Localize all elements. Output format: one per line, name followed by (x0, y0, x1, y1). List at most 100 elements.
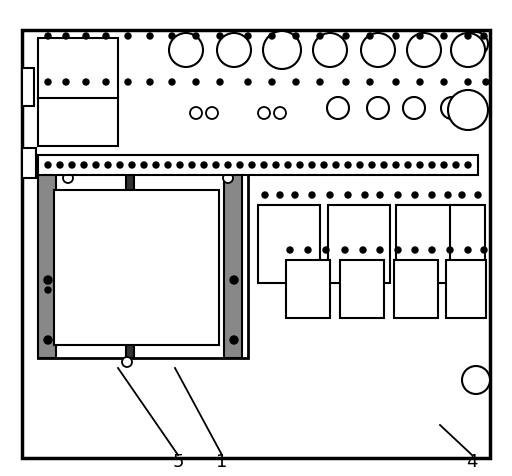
Circle shape (262, 192, 268, 198)
Circle shape (465, 247, 471, 253)
Bar (22, 148, 36, 178)
Circle shape (103, 33, 109, 39)
Circle shape (357, 162, 363, 168)
Circle shape (225, 162, 231, 168)
Circle shape (464, 32, 488, 56)
Circle shape (125, 79, 131, 85)
Bar (224, 170, 242, 358)
Circle shape (230, 276, 238, 284)
Circle shape (45, 79, 51, 85)
Circle shape (261, 162, 267, 168)
Circle shape (403, 97, 425, 119)
Circle shape (417, 33, 423, 39)
Circle shape (362, 192, 368, 198)
Circle shape (105, 162, 111, 168)
Circle shape (169, 79, 175, 85)
Circle shape (273, 162, 279, 168)
Circle shape (83, 33, 89, 39)
Circle shape (81, 162, 87, 168)
Circle shape (451, 33, 485, 67)
Circle shape (481, 33, 487, 39)
Circle shape (45, 162, 51, 168)
Circle shape (313, 33, 347, 67)
Circle shape (103, 79, 109, 85)
Circle shape (206, 107, 218, 119)
Circle shape (305, 247, 311, 253)
Circle shape (269, 79, 275, 85)
Circle shape (429, 162, 435, 168)
Circle shape (483, 79, 489, 85)
Circle shape (407, 33, 441, 67)
Circle shape (285, 162, 291, 168)
Circle shape (147, 33, 153, 39)
Circle shape (263, 31, 301, 69)
Circle shape (459, 192, 465, 198)
Circle shape (57, 162, 63, 168)
Circle shape (465, 162, 471, 168)
Circle shape (249, 162, 255, 168)
Circle shape (345, 162, 351, 168)
Bar (258, 205, 320, 283)
Circle shape (45, 33, 51, 39)
Circle shape (475, 192, 481, 198)
Circle shape (93, 162, 99, 168)
Circle shape (417, 162, 423, 168)
Circle shape (393, 33, 399, 39)
Bar (38, 170, 56, 358)
Circle shape (297, 162, 303, 168)
Circle shape (237, 162, 243, 168)
Circle shape (441, 162, 447, 168)
Circle shape (447, 247, 453, 253)
Circle shape (393, 162, 399, 168)
Circle shape (343, 79, 349, 85)
Bar (394, 260, 438, 318)
Circle shape (453, 162, 459, 168)
Circle shape (381, 162, 387, 168)
Circle shape (481, 247, 487, 253)
Bar (340, 260, 384, 318)
Circle shape (169, 33, 203, 67)
Circle shape (465, 33, 471, 39)
Circle shape (44, 276, 52, 284)
Circle shape (369, 162, 375, 168)
Circle shape (412, 192, 418, 198)
Circle shape (230, 336, 238, 344)
Circle shape (293, 33, 299, 39)
Text: 4: 4 (466, 453, 478, 471)
Circle shape (45, 287, 51, 293)
Circle shape (217, 79, 223, 85)
Bar (22, 30, 490, 458)
Circle shape (405, 162, 411, 168)
Circle shape (44, 336, 52, 344)
Circle shape (393, 79, 399, 85)
Circle shape (360, 247, 366, 253)
Circle shape (117, 162, 123, 168)
Circle shape (361, 33, 395, 67)
Circle shape (343, 33, 349, 39)
Bar (38, 170, 248, 358)
Circle shape (217, 33, 223, 39)
Bar (328, 205, 390, 283)
Circle shape (441, 79, 447, 85)
Circle shape (258, 107, 270, 119)
Circle shape (63, 33, 69, 39)
Circle shape (277, 192, 283, 198)
Circle shape (345, 192, 351, 198)
Circle shape (445, 192, 451, 198)
Circle shape (147, 79, 153, 85)
Bar (22, 68, 34, 106)
Circle shape (412, 247, 418, 253)
Circle shape (309, 162, 315, 168)
Circle shape (223, 173, 233, 183)
Circle shape (342, 247, 348, 253)
Circle shape (217, 33, 251, 67)
Circle shape (201, 162, 207, 168)
Circle shape (153, 162, 159, 168)
Circle shape (465, 79, 471, 85)
Circle shape (63, 173, 73, 183)
Circle shape (377, 247, 383, 253)
Circle shape (193, 79, 199, 85)
Circle shape (377, 192, 383, 198)
Bar (396, 205, 458, 283)
Bar (38, 155, 478, 175)
